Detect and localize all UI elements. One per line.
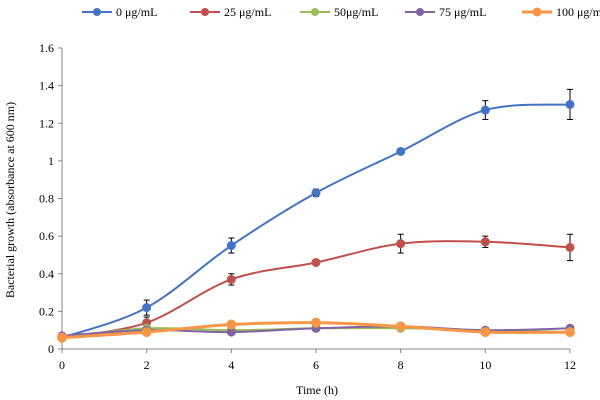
legend-item: 25 μg/mL	[190, 5, 271, 19]
y-tick-label: 0.4	[39, 267, 54, 281]
x-tick-label: 4	[228, 358, 234, 372]
x-axis-title: Time (h)	[296, 383, 338, 397]
legend-label: 100 μg/mL	[556, 5, 600, 19]
data-point	[141, 327, 152, 338]
legend-marker	[416, 8, 424, 16]
y-tick-label: 1.2	[39, 116, 54, 130]
data-point	[226, 241, 236, 251]
plot-area	[57, 88, 575, 343]
legend: 0 μg/mL 25 μg/mL 50μg/mL 75 μg/mL 100 μg/mL	[82, 5, 600, 19]
data-point	[311, 188, 321, 198]
y-tick-label: 1	[48, 154, 54, 168]
x-tick-label: 10	[479, 358, 491, 372]
data-point	[311, 317, 321, 328]
legend-item: 0 μg/mL	[82, 5, 157, 19]
data-point	[565, 327, 575, 338]
axes: 0 0.2 0.4 0.6 0.8 1 1.2 1.4 1.6 0 2 4 6 8 10 12	[39, 41, 576, 372]
x-tick-label: 0	[59, 358, 65, 372]
legend-label: 50μg/mL	[334, 5, 378, 19]
data-point	[396, 239, 406, 249]
legend-label: 25 μg/mL	[224, 5, 271, 19]
data-point	[395, 321, 406, 332]
legend-item: 100 μg/mL	[522, 5, 600, 19]
legend-item: 75 μg/mL	[405, 5, 486, 19]
data-point	[480, 237, 490, 247]
data-point	[226, 274, 236, 284]
series-5	[57, 317, 575, 343]
legend-item: 50μg/mL	[300, 5, 378, 19]
y-tick-label: 0.8	[39, 192, 54, 206]
series-line	[61, 103, 571, 339]
data-point	[57, 332, 67, 343]
x-tick-label: 12	[564, 358, 576, 372]
data-point	[565, 242, 575, 252]
y-axis-title: Bacterial growth (absorbance at 600 nm)	[3, 102, 17, 298]
y-tick-label: 1.6	[39, 41, 54, 55]
y-tick-label: 0.6	[39, 229, 54, 243]
legend-label: 75 μg/mL	[439, 5, 486, 19]
x-tick-label: 8	[398, 358, 404, 372]
y-tick-label: 0.2	[39, 304, 54, 318]
legend-marker	[201, 8, 209, 16]
data-point	[226, 319, 237, 330]
y-tick-label: 0	[48, 342, 54, 356]
y-tick-label: 1.4	[39, 79, 54, 93]
legend-marker	[93, 8, 101, 16]
legend-marker	[532, 7, 542, 17]
legend-label: 0 μg/mL	[116, 5, 157, 19]
series-1	[57, 88, 575, 343]
data-point	[142, 303, 152, 313]
data-point	[480, 327, 491, 338]
x-tick-label: 2	[144, 358, 150, 372]
data-point	[565, 99, 575, 109]
legend-marker	[311, 8, 319, 16]
data-point	[311, 257, 321, 267]
x-tick-label: 6	[313, 358, 319, 372]
data-point	[396, 146, 406, 156]
data-point	[480, 105, 490, 115]
